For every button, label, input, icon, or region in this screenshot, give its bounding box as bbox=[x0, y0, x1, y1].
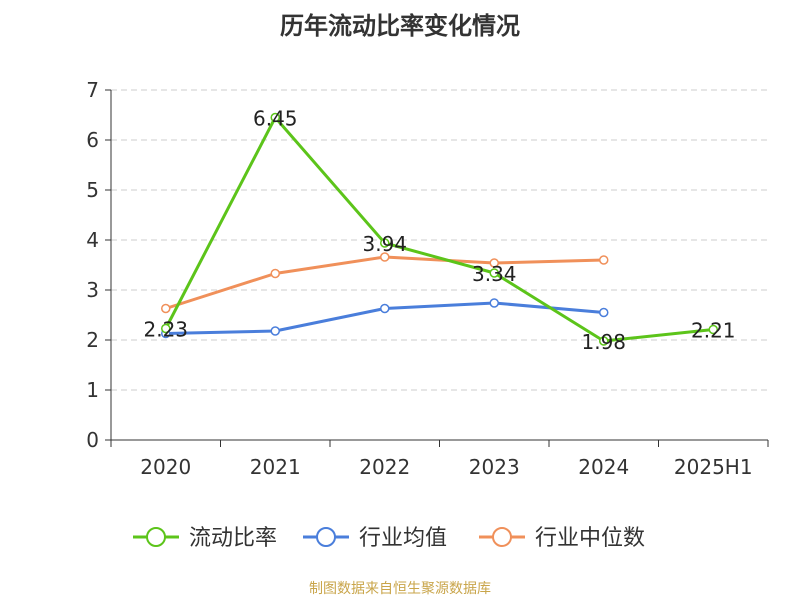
data-point bbox=[270, 268, 280, 279]
y-tick-label: 0 bbox=[86, 428, 99, 452]
legend-label: 行业均值 bbox=[359, 526, 447, 551]
y-tick-label: 2 bbox=[86, 328, 99, 352]
legend-item-2: 行业中位数 bbox=[479, 526, 645, 551]
x-tick-label: 2024 bbox=[578, 455, 629, 479]
series-line-0 bbox=[164, 116, 714, 343]
x-tick-label: 2023 bbox=[469, 455, 520, 479]
legend-marker bbox=[492, 527, 512, 547]
data-point bbox=[489, 268, 499, 278]
data-point bbox=[270, 112, 280, 123]
data-label: 2.23 bbox=[143, 318, 188, 342]
chart-title: 历年流动比率变化情况 bbox=[280, 12, 520, 40]
data-point bbox=[599, 336, 609, 346]
x-tick-label: 2021 bbox=[250, 455, 301, 479]
data-point bbox=[489, 298, 499, 308]
y-tick-label: 4 bbox=[86, 228, 99, 252]
legend-item-0: 流动比率 bbox=[133, 526, 277, 551]
data-point bbox=[599, 307, 609, 318]
legend-label: 行业中位数 bbox=[535, 526, 645, 551]
x-tick-label: 2020 bbox=[140, 455, 191, 479]
data-point bbox=[161, 323, 171, 334]
data-point bbox=[380, 252, 390, 262]
y-tick-label: 5 bbox=[86, 178, 99, 202]
data-label: 3.34 bbox=[472, 262, 517, 286]
data-label: 6.45 bbox=[253, 107, 298, 131]
source-note: 制图数据来自恒生聚源数据库 bbox=[309, 581, 491, 597]
legend-item-1: 行业均值 bbox=[303, 526, 447, 551]
y-tick-label: 3 bbox=[86, 278, 99, 302]
grid-layer bbox=[111, 89, 768, 391]
y-tick-label: 1 bbox=[86, 378, 99, 402]
data-label: 2.21 bbox=[691, 319, 736, 343]
x-tick-label: 2025H1 bbox=[674, 455, 753, 479]
data-point bbox=[380, 303, 390, 314]
legend-label: 流动比率 bbox=[189, 526, 277, 551]
data-label: 1.98 bbox=[581, 330, 626, 354]
data-point bbox=[270, 326, 280, 336]
data-label: 3.94 bbox=[362, 232, 407, 256]
data-point bbox=[161, 303, 171, 314]
legend-marker bbox=[316, 527, 336, 547]
series-layer bbox=[161, 112, 718, 346]
data-point bbox=[380, 238, 390, 248]
y-tick-label: 6 bbox=[86, 128, 99, 152]
x-tick-label: 2022 bbox=[359, 455, 410, 479]
data-point bbox=[599, 255, 609, 265]
legend-marker bbox=[146, 527, 166, 547]
data-point bbox=[708, 324, 718, 335]
data-label-layer: 2.23 6.45 3.94 3.34 1.98 2.21 bbox=[143, 107, 735, 355]
axis-layer: 0 1 2 3 4 5 6 7 2020 2021 2022 2023 2024 2025H1 bbox=[86, 78, 769, 479]
legend: 流动比率 行业均值 行业中位数 bbox=[133, 526, 645, 551]
data-point bbox=[489, 258, 499, 268]
y-tick-label: 7 bbox=[86, 78, 99, 102]
